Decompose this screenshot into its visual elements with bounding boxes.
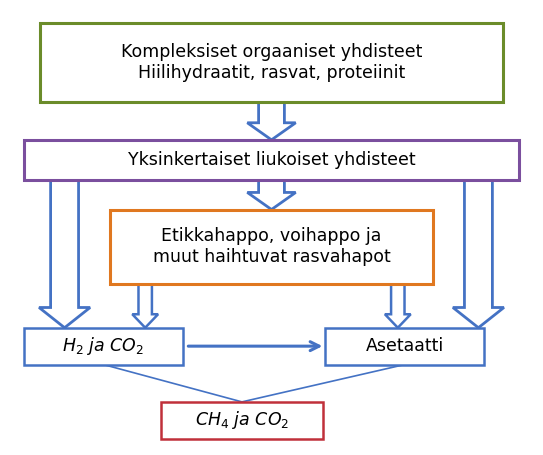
- FancyBboxPatch shape: [161, 402, 323, 439]
- FancyBboxPatch shape: [110, 209, 433, 283]
- Polygon shape: [132, 283, 158, 328]
- Polygon shape: [247, 101, 296, 140]
- Text: $CH_4$ $\it{ja}$ $CO_2$: $CH_4$ $\it{ja}$ $CO_2$: [195, 410, 289, 431]
- Text: Yksinkertaiset liukoiset yhdisteet: Yksinkertaiset liukoiset yhdisteet: [128, 151, 415, 169]
- FancyBboxPatch shape: [24, 328, 183, 364]
- Polygon shape: [453, 180, 504, 328]
- Text: Asetaatti: Asetaatti: [365, 337, 444, 355]
- Text: Kompleksiset orgaaniset yhdisteet
Hiilihydraatit, rasvat, proteiinit: Kompleksiset orgaaniset yhdisteet Hiilih…: [121, 43, 422, 82]
- Polygon shape: [247, 180, 296, 209]
- Polygon shape: [385, 283, 411, 328]
- Text: Etikkahappo, voihappo ja
muut haihtuvat rasvahapot: Etikkahappo, voihappo ja muut haihtuvat …: [153, 227, 390, 266]
- FancyBboxPatch shape: [325, 328, 484, 364]
- FancyBboxPatch shape: [40, 23, 503, 101]
- Polygon shape: [39, 180, 90, 328]
- FancyBboxPatch shape: [24, 140, 519, 180]
- Text: $H_2$ $\it{ja}$ $CO_2$: $H_2$ $\it{ja}$ $CO_2$: [62, 335, 144, 357]
